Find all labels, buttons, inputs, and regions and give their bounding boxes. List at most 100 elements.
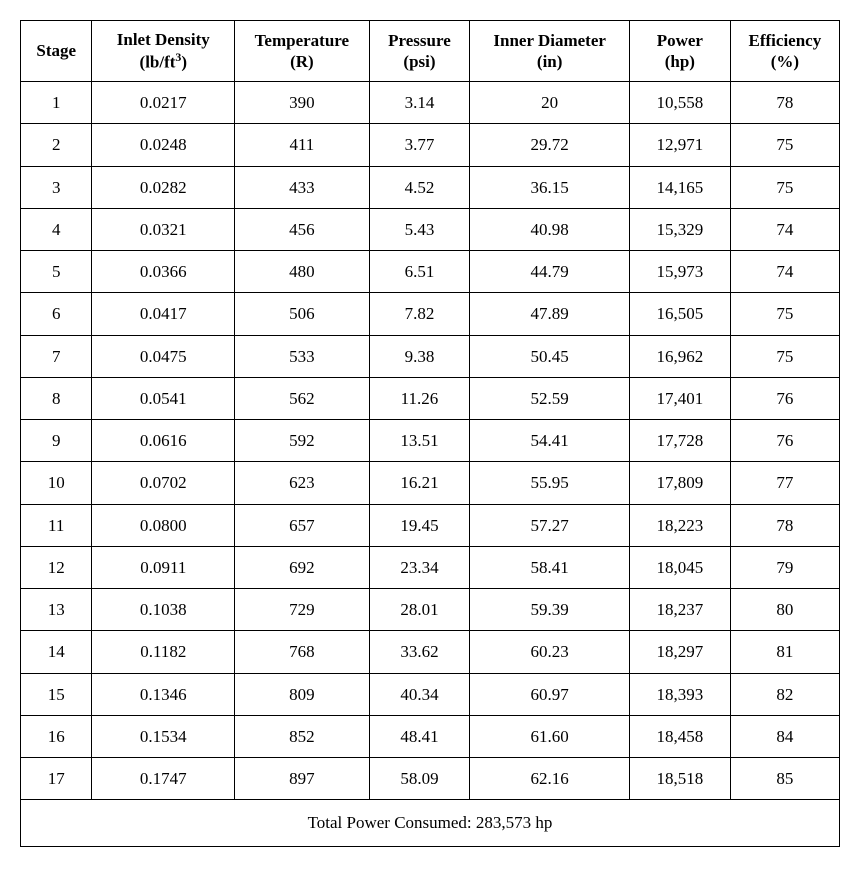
col-unit: (in)	[474, 51, 625, 72]
table-cell: 562	[235, 377, 369, 419]
table-cell: 28.01	[369, 589, 470, 631]
table-cell: 13.51	[369, 420, 470, 462]
table-cell: 15,973	[629, 251, 730, 293]
table-footer-total: Total Power Consumed: 283,573 hp	[21, 800, 840, 846]
col-header-inner-diameter: Inner Diameter (in)	[470, 21, 630, 82]
table-cell: 3	[21, 166, 92, 208]
table-cell: 48.41	[369, 715, 470, 757]
table-cell: 80	[730, 589, 839, 631]
table-cell: 18,223	[629, 504, 730, 546]
table-row: 60.04175067.8247.8916,50575	[21, 293, 840, 335]
table-cell: 2	[21, 124, 92, 166]
table-cell: 729	[235, 589, 369, 631]
table-cell: 23.34	[369, 546, 470, 588]
col-label: Inner Diameter	[493, 31, 606, 50]
table-cell: 13	[21, 589, 92, 631]
col-header-stage: Stage	[21, 21, 92, 82]
table-cell: 9.38	[369, 335, 470, 377]
table-cell: 0.0911	[92, 546, 235, 588]
table-cell: 75	[730, 166, 839, 208]
table-row: 30.02824334.5236.1514,16575	[21, 166, 840, 208]
table-row: 10.02173903.142010,55878	[21, 82, 840, 124]
table-cell: 17	[21, 758, 92, 800]
table-cell: 76	[730, 420, 839, 462]
table-cell: 5	[21, 251, 92, 293]
table-row: 100.070262316.2155.9517,80977	[21, 462, 840, 504]
table-cell: 7.82	[369, 293, 470, 335]
table-cell: 0.0616	[92, 420, 235, 462]
table-cell: 12,971	[629, 124, 730, 166]
table-cell: 0.0702	[92, 462, 235, 504]
table-cell: 20	[470, 82, 630, 124]
table-cell: 18,045	[629, 546, 730, 588]
table-cell: 40.98	[470, 208, 630, 250]
table-cell: 4	[21, 208, 92, 250]
table-cell: 15,329	[629, 208, 730, 250]
table-header: Stage Inlet Density (lb/ft3) Temperature…	[21, 21, 840, 82]
table-cell: 0.1182	[92, 631, 235, 673]
table-cell: 54.41	[470, 420, 630, 462]
table-cell: 60.23	[470, 631, 630, 673]
table-cell: 75	[730, 293, 839, 335]
col-header-inlet-density: Inlet Density (lb/ft3)	[92, 21, 235, 82]
table-cell: 433	[235, 166, 369, 208]
table-cell: 75	[730, 124, 839, 166]
table-cell: 8	[21, 377, 92, 419]
table-cell: 29.72	[470, 124, 630, 166]
table-cell: 44.79	[470, 251, 630, 293]
table-cell: 0.0800	[92, 504, 235, 546]
table-cell: 768	[235, 631, 369, 673]
col-label: Pressure	[388, 31, 451, 50]
table-row: 80.054156211.2652.5917,40176	[21, 377, 840, 419]
table-cell: 10,558	[629, 82, 730, 124]
table-cell: 58.09	[369, 758, 470, 800]
table-cell: 1	[21, 82, 92, 124]
table-cell: 61.60	[470, 715, 630, 757]
table-cell: 18,237	[629, 589, 730, 631]
table-row: 70.04755339.3850.4516,96275	[21, 335, 840, 377]
table-cell: 11.26	[369, 377, 470, 419]
table-cell: 76	[730, 377, 839, 419]
table-cell: 75	[730, 335, 839, 377]
table-row: 50.03664806.5144.7915,97374	[21, 251, 840, 293]
table-cell: 0.0248	[92, 124, 235, 166]
table-cell: 533	[235, 335, 369, 377]
table-cell: 19.45	[369, 504, 470, 546]
table-cell: 0.1747	[92, 758, 235, 800]
table-cell: 18,518	[629, 758, 730, 800]
table-cell: 84	[730, 715, 839, 757]
table-row: 40.03214565.4340.9815,32974	[21, 208, 840, 250]
table-cell: 74	[730, 208, 839, 250]
table-cell: 47.89	[470, 293, 630, 335]
table-row: 160.153485248.4161.6018,45884	[21, 715, 840, 757]
table-cell: 6.51	[369, 251, 470, 293]
table-cell: 809	[235, 673, 369, 715]
table-cell: 0.0321	[92, 208, 235, 250]
table-cell: 74	[730, 251, 839, 293]
col-header-temperature: Temperature (R)	[235, 21, 369, 82]
table-cell: 592	[235, 420, 369, 462]
table-cell: 52.59	[470, 377, 630, 419]
table-cell: 14	[21, 631, 92, 673]
table-cell: 0.0217	[92, 82, 235, 124]
table-cell: 16	[21, 715, 92, 757]
col-unit: (%)	[735, 51, 835, 72]
table-cell: 17,809	[629, 462, 730, 504]
table-cell: 17,728	[629, 420, 730, 462]
table-cell: 15	[21, 673, 92, 715]
table-cell: 62.16	[470, 758, 630, 800]
table-row: 140.118276833.6260.2318,29781	[21, 631, 840, 673]
table-row: 110.080065719.4557.2718,22378	[21, 504, 840, 546]
col-unit: (hp)	[634, 51, 726, 72]
table-cell: 852	[235, 715, 369, 757]
table-cell: 78	[730, 82, 839, 124]
table-row: 120.091169223.3458.4118,04579	[21, 546, 840, 588]
table-cell: 0.0282	[92, 166, 235, 208]
table-cell: 50.45	[470, 335, 630, 377]
col-label: Power	[657, 31, 703, 50]
table-cell: 40.34	[369, 673, 470, 715]
table-cell: 411	[235, 124, 369, 166]
table-cell: 81	[730, 631, 839, 673]
table-cell: 456	[235, 208, 369, 250]
table-cell: 60.97	[470, 673, 630, 715]
